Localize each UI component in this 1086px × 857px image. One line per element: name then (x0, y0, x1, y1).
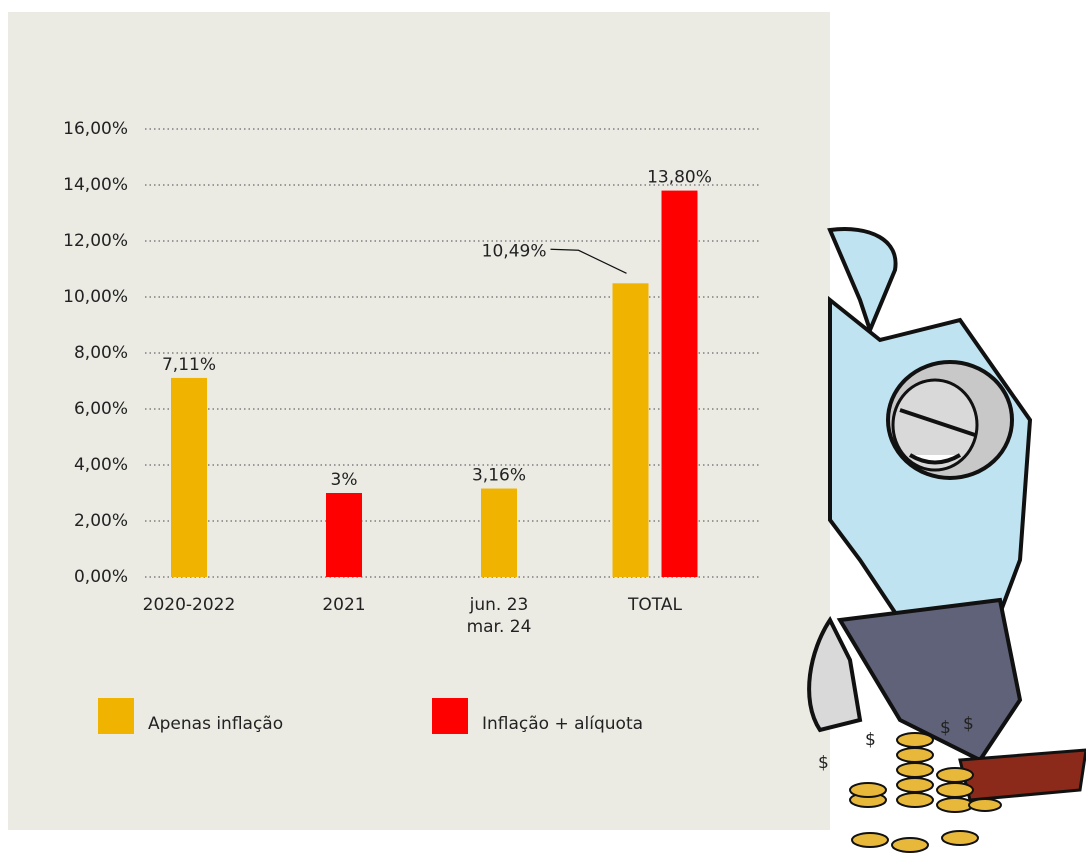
y-tick-label: 14,00% (63, 175, 128, 195)
value-label: 10,49% (482, 241, 547, 261)
svg-text:$: $ (865, 730, 876, 750)
bar (171, 378, 207, 577)
y-tick-label: 8,00% (74, 343, 128, 363)
svg-text:$: $ (818, 753, 829, 773)
chart: $ $ $ $ 0,00% 2,00% 4,00% 6,00% 8,00% 10,00% 12,0… (0, 0, 1086, 857)
page: {"chart_data": {"type": "bar", "categori… (0, 0, 1086, 857)
x-tick-label: 2021 (264, 594, 424, 616)
bar (613, 283, 649, 577)
x-tick-label: TOTAL (575, 594, 735, 616)
y-tick-label: 2,00% (74, 511, 128, 531)
value-label: 13,80% (647, 168, 712, 188)
svg-text:$: $ (940, 718, 951, 738)
value-label: 3% (331, 470, 358, 490)
x-tick-label: 2020-2022 (109, 594, 269, 616)
legend-label: Inflação + alíquota (482, 714, 643, 734)
svg-text:$: $ (963, 714, 974, 734)
y-tick-label: 0,00% (74, 567, 128, 587)
bar (326, 493, 362, 577)
y-tick-label: 12,00% (63, 231, 128, 251)
y-tick-label: 6,00% (74, 399, 128, 419)
bar (481, 489, 517, 577)
legend-swatch (98, 698, 134, 734)
legend-label: Apenas inflação (148, 714, 283, 734)
cartoon: $ $ $ $ (809, 229, 1086, 852)
y-tick-label: 4,00% (74, 455, 128, 475)
value-label: 7,11% (162, 355, 216, 375)
legend-swatch (432, 698, 468, 734)
y-tick-label: 16,00% (63, 119, 128, 139)
value-label: 3,16% (472, 466, 526, 486)
x-tick-label: jun. 23 mar. 24 (419, 594, 579, 638)
y-tick-label: 10,00% (63, 287, 128, 307)
bar (662, 191, 698, 577)
